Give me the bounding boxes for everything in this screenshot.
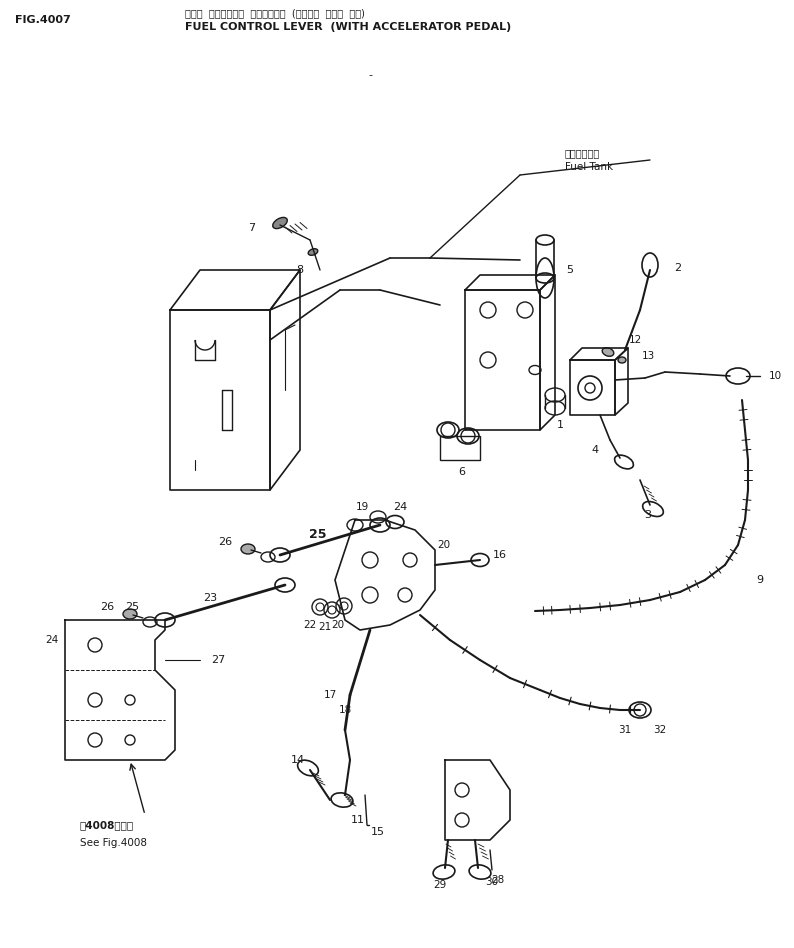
Text: 第4008図参照: 第4008図参照	[80, 820, 134, 830]
Text: 9: 9	[757, 575, 764, 585]
Text: 17: 17	[323, 690, 337, 700]
Text: 14: 14	[291, 755, 305, 765]
Text: 4: 4	[592, 445, 599, 455]
Text: 31: 31	[619, 725, 631, 735]
Text: FUEL CONTROL LEVER  (WITH ACCELERATOR PEDAL): FUEL CONTROL LEVER (WITH ACCELERATOR PED…	[185, 22, 511, 32]
Ellipse shape	[241, 544, 255, 554]
Text: 26: 26	[100, 602, 114, 612]
Text: 10: 10	[769, 371, 781, 381]
Ellipse shape	[618, 357, 626, 363]
Text: 18: 18	[338, 705, 352, 715]
Text: 27: 27	[211, 655, 225, 665]
Text: 1: 1	[557, 420, 564, 430]
Text: 24: 24	[45, 635, 59, 645]
Text: 6: 6	[458, 467, 465, 477]
Text: 24: 24	[393, 502, 407, 512]
Text: 25: 25	[309, 528, 327, 541]
Text: FIG.4007: FIG.4007	[15, 15, 71, 25]
Text: 30: 30	[485, 877, 499, 887]
Text: 29: 29	[434, 880, 446, 890]
Text: Fuel Tank: Fuel Tank	[565, 162, 613, 172]
Text: 22: 22	[303, 620, 317, 630]
Text: 12: 12	[628, 335, 642, 345]
Text: 19: 19	[356, 502, 368, 512]
Text: 28: 28	[491, 875, 505, 885]
Text: 20: 20	[437, 540, 450, 550]
Ellipse shape	[308, 248, 318, 255]
Text: 13: 13	[642, 351, 654, 361]
Text: -: -	[368, 70, 372, 80]
Bar	[440, 436, 480, 460]
Ellipse shape	[272, 217, 287, 228]
Text: See Fig.4008: See Fig.4008	[80, 838, 147, 848]
Text: 21: 21	[318, 622, 332, 632]
Text: 2: 2	[674, 263, 681, 273]
Text: 5: 5	[566, 265, 573, 275]
Text: 25: 25	[125, 602, 139, 612]
Text: 3: 3	[645, 510, 652, 520]
Text: 11: 11	[351, 815, 365, 825]
Text: 20: 20	[331, 620, 345, 630]
Text: 16: 16	[493, 550, 507, 560]
Text: 32: 32	[653, 725, 667, 735]
Text: 15: 15	[371, 827, 385, 837]
Text: 8: 8	[296, 265, 303, 275]
Ellipse shape	[123, 609, 137, 619]
Text: フェル  コントロール  リンケージ・  (アクセル  ペタル  ツキ): フェル コントロール リンケージ・ (アクセル ペタル ツキ)	[185, 8, 365, 18]
Text: 23: 23	[203, 593, 217, 603]
Text: 7: 7	[249, 223, 256, 233]
Text: フェルタンク: フェルタンク	[565, 148, 600, 158]
Ellipse shape	[602, 348, 614, 356]
Text: 26: 26	[218, 537, 232, 547]
